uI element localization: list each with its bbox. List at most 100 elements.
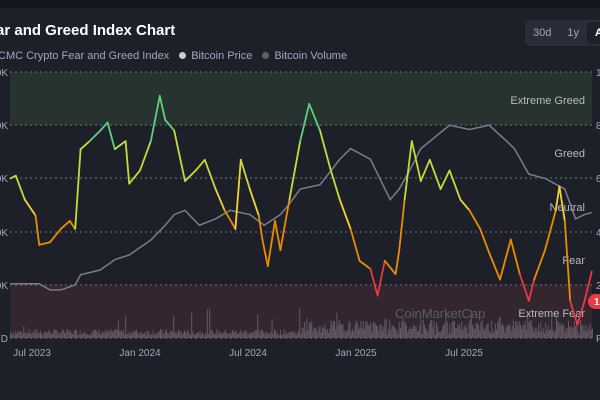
volume-bar	[10, 332, 11, 338]
index-line-segment	[338, 198, 352, 230]
volume-bar	[317, 332, 319, 338]
volume-bar	[470, 309, 472, 338]
volume-bar	[331, 324, 333, 338]
volume-bar	[218, 330, 220, 338]
volume-bar	[298, 330, 299, 338]
volume-bar	[71, 333, 73, 338]
volume-bar	[404, 321, 406, 338]
volume-bar	[324, 324, 326, 338]
volume-bar	[587, 326, 589, 338]
volume-bar	[113, 330, 115, 338]
volume-bar	[148, 331, 149, 338]
index-line-segment	[509, 238, 521, 276]
volume-bar	[547, 325, 549, 338]
volume-bar	[149, 334, 151, 338]
volume-bar	[37, 333, 39, 338]
volume-bar	[82, 334, 83, 338]
volume-bar	[385, 318, 387, 338]
time-range-selector: 30d 1y A	[525, 20, 600, 46]
right-tick-label: 6	[596, 174, 600, 185]
volume-bar	[582, 324, 584, 338]
legend-item-index[interactable]: CMC Crypto Fear and Greed Index	[0, 50, 169, 62]
volume-bar	[334, 321, 335, 338]
volume-bar	[384, 319, 386, 338]
volume-bar	[86, 334, 88, 338]
volume-bar	[529, 320, 531, 338]
index-line-segment	[349, 228, 361, 262]
volume-bar	[322, 327, 323, 338]
volume-bar	[373, 322, 375, 338]
index-line-segment	[544, 209, 557, 252]
range-1y[interactable]: 1y	[567, 27, 579, 39]
volume-bar	[374, 323, 376, 338]
volume-bar	[185, 332, 187, 338]
volume-bar	[125, 315, 127, 338]
volume-bar	[408, 329, 410, 338]
volume-bar	[491, 320, 493, 338]
index-line-segment	[248, 188, 260, 217]
index-line-segment	[88, 129, 102, 143]
index-line-segment	[99, 121, 109, 132]
volume-bar	[505, 328, 507, 338]
volume-bar	[326, 328, 328, 338]
volume-bar	[580, 319, 581, 338]
volume-bar	[539, 331, 541, 338]
range-30d[interactable]: 30d	[533, 27, 552, 39]
volume-bar	[245, 330, 247, 338]
volume-bar	[371, 332, 373, 338]
volume-bar	[76, 330, 77, 338]
index-line-segment	[214, 188, 226, 212]
volume-bar	[209, 308, 211, 338]
volume-bar	[536, 332, 538, 338]
volume-bar	[221, 333, 223, 338]
volume-bar	[25, 333, 27, 338]
range-all[interactable]: A	[586, 22, 600, 44]
index-line-segment	[403, 140, 413, 201]
legend-item-volume[interactable]: Bitcoin Volume	[262, 50, 347, 62]
volume-bar	[262, 329, 263, 338]
index-line-segment	[14, 174, 26, 201]
volume-bar	[20, 331, 22, 338]
volume-bar	[521, 328, 523, 338]
volume-bar	[36, 329, 38, 338]
volume-bar	[216, 329, 218, 338]
volume-bar	[456, 327, 458, 338]
legend-item-price[interactable]: Bitcoin Price	[179, 50, 252, 62]
volume-bar	[457, 325, 459, 338]
zone-label: Neutral	[550, 202, 585, 214]
volume-bar	[462, 329, 464, 338]
volume-bar	[72, 334, 74, 338]
volume-bar	[151, 334, 153, 338]
volume-bar	[269, 332, 271, 338]
watermark: CoinMarketCap	[395, 306, 485, 321]
index-line-segment	[164, 118, 176, 132]
volume-bar	[295, 334, 297, 338]
volume-bar	[397, 333, 399, 338]
index-line-segment	[376, 259, 386, 297]
index-line-segment	[527, 278, 536, 302]
volume-bar	[190, 334, 191, 338]
volume-bar	[95, 329, 97, 338]
volume-bar	[479, 329, 481, 338]
volume-bar	[548, 329, 550, 338]
volume-bar	[134, 330, 136, 338]
top-bar	[0, 0, 600, 8]
volume-bar	[48, 329, 50, 338]
index-line-segment	[428, 158, 442, 190]
volume-bar	[410, 329, 412, 338]
volume-bar	[257, 314, 259, 338]
volume-bar	[240, 329, 242, 338]
volume-bar	[449, 324, 451, 338]
volume-bar	[23, 326, 25, 338]
volume-bar	[223, 331, 225, 338]
volume-bar	[382, 330, 383, 338]
volume-bar	[133, 331, 135, 338]
volume-bar	[569, 326, 571, 338]
volume-bar	[446, 322, 448, 338]
index-line-segment	[274, 220, 282, 252]
volume-bar	[30, 333, 32, 338]
volume-bar	[283, 329, 285, 338]
volume-bar	[203, 334, 205, 338]
zone-label: Extreme Greed	[510, 95, 585, 107]
volume-bar	[137, 332, 139, 338]
